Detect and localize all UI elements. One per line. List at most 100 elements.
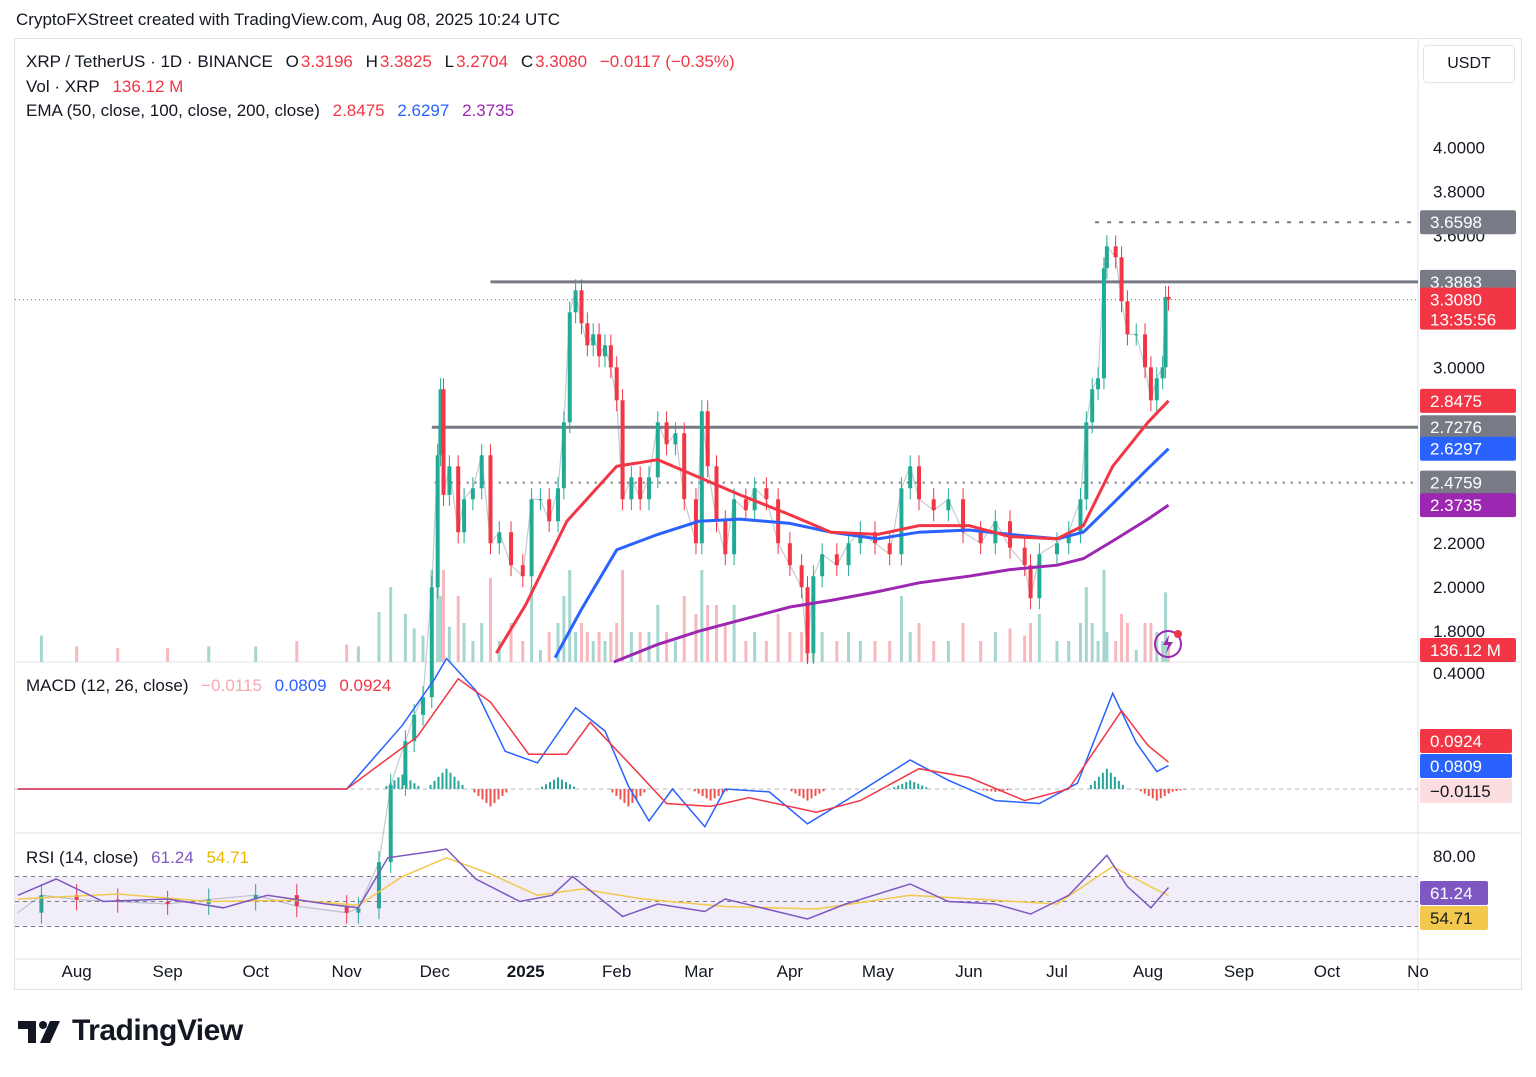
candle-body xyxy=(488,455,493,544)
volume-bar xyxy=(1125,623,1129,662)
candle-body xyxy=(520,565,525,577)
legend-symbol[interactable]: XRP / TetherUS · 1D · BINANCE xyxy=(26,52,273,71)
candle-body xyxy=(1022,547,1027,566)
candle-body xyxy=(435,455,440,588)
volume-bar xyxy=(776,614,780,662)
macd-histogram-bar xyxy=(573,786,576,789)
macd-histogram-bar xyxy=(790,789,793,792)
legend-volume-label[interactable]: Vol · XRP xyxy=(26,77,100,96)
legend-open: 3.3196 xyxy=(300,52,353,71)
chart-canvas[interactable]: 4.00003.80003.60003.00002.20002.00001.80… xyxy=(15,39,1521,989)
candle-body xyxy=(1143,334,1148,368)
macd-histogram-bar xyxy=(1109,772,1112,789)
volume-bar xyxy=(888,641,892,662)
volume-bar xyxy=(538,650,542,662)
candle-body xyxy=(567,312,572,423)
legend-ema-label[interactable]: EMA (50, close, 100, close, 200, close) xyxy=(26,101,320,120)
volume-bar xyxy=(873,641,877,662)
legend-rsi-label[interactable]: RSI (14, close) xyxy=(26,848,139,867)
candle-body xyxy=(799,565,804,588)
candle-body xyxy=(429,587,434,698)
macd-histogram-bar xyxy=(437,776,440,789)
macd-histogram-bar xyxy=(623,789,626,803)
price-tick-label: 1.8000 xyxy=(1433,622,1485,641)
macd-histogram-bar xyxy=(569,784,572,789)
macd-histogram-bar xyxy=(561,779,564,789)
tradingview-logo[interactable]: TradingView xyxy=(16,1014,243,1048)
macd-histogram-bar xyxy=(1093,780,1096,789)
candle-body xyxy=(438,389,443,456)
legend-volume: Vol · XRP 136.12 M xyxy=(26,77,191,97)
candle-body xyxy=(597,334,602,357)
candle-body xyxy=(646,477,651,500)
macd-histogram-bar xyxy=(1143,789,1146,794)
candle-body xyxy=(946,499,951,511)
volume-bar xyxy=(579,623,583,662)
volume-bar xyxy=(917,623,921,662)
macd-histogram-bar xyxy=(1139,789,1142,792)
candle-body xyxy=(356,908,361,913)
price-badge-label: 2.7276 xyxy=(1430,418,1482,437)
macd-histogram-bar xyxy=(1121,784,1124,789)
time-tick-label: May xyxy=(862,962,895,981)
volume-bar xyxy=(530,587,534,662)
price-badge-label: 3.3080 xyxy=(1430,291,1482,310)
candle-body xyxy=(846,543,851,566)
volume-bar xyxy=(1105,632,1109,662)
volume-bar xyxy=(591,641,595,662)
candle-body xyxy=(1028,565,1033,599)
macd-histogram-bar xyxy=(643,789,646,793)
candle-body xyxy=(887,543,892,555)
volume-bar xyxy=(421,635,425,662)
macd-histogram-bar xyxy=(417,786,420,789)
volume-bar xyxy=(562,596,566,662)
volume-bar xyxy=(673,641,677,662)
price-badge-ema50 xyxy=(1420,388,1516,413)
legend-macd-label[interactable]: MACD (12, 26, close) xyxy=(26,676,189,695)
macd-histogram-bar xyxy=(433,780,436,789)
chart-frame[interactable]: 4.0000 3.8000 3.6000 3.0000 2.2000 2.0000 1.80… xyxy=(14,38,1522,990)
macd-histogram-bar xyxy=(611,789,614,793)
candle-body xyxy=(403,741,408,786)
macd-histogram-bar xyxy=(505,789,508,793)
currency-selector[interactable]: USDT xyxy=(1423,45,1515,83)
legend-ema200: 2.3735 xyxy=(462,101,515,120)
volume-bar xyxy=(521,641,525,662)
volume-bar xyxy=(509,623,513,662)
volume-bar xyxy=(166,648,170,662)
rsi-badge xyxy=(1420,906,1488,930)
candle-body xyxy=(1166,296,1171,300)
macd-histogram-bar xyxy=(481,789,484,800)
macd-histogram-bar xyxy=(553,779,556,789)
candle-body xyxy=(1163,296,1168,368)
price-badge-support xyxy=(1420,415,1516,440)
volume-bar xyxy=(462,623,466,662)
volume-bar xyxy=(377,612,381,662)
macd-histogram-bar xyxy=(385,786,388,789)
lightning-icon[interactable] xyxy=(1153,629,1183,659)
volume-bar xyxy=(1120,614,1124,662)
volume-bar xyxy=(694,614,698,662)
volume-bar xyxy=(1037,614,1041,662)
price-badge-label: 3.6598 xyxy=(1430,213,1482,232)
volume-bar xyxy=(744,641,748,662)
volume-bar xyxy=(1029,623,1033,662)
volume-bar xyxy=(753,632,757,662)
volume-bar xyxy=(629,632,633,662)
volume-bar xyxy=(207,646,211,662)
volume-bar xyxy=(835,641,839,662)
volume-bar xyxy=(471,641,475,662)
volume-bar xyxy=(800,632,804,662)
volume-bar xyxy=(665,632,669,662)
chart-caption: CryptoFXStreet created with TradingView.… xyxy=(16,10,560,29)
rsi-tick-label: 80.00 xyxy=(1433,847,1476,866)
volume-bar xyxy=(556,623,560,662)
macd-histogram-bar xyxy=(1151,789,1154,790)
volume-bar xyxy=(412,628,416,662)
volume-bar xyxy=(254,646,258,662)
macd-histogram-bar xyxy=(1171,789,1174,792)
candle-body xyxy=(1054,543,1059,555)
candle-body xyxy=(655,422,660,478)
rsi-badge-label: 61.24 xyxy=(1430,884,1473,903)
rsi-badge-label: 54.71 xyxy=(1430,909,1473,928)
